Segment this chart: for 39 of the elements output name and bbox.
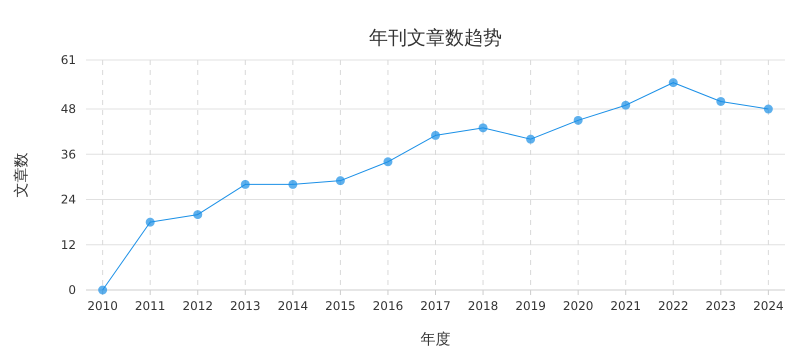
x-tick-label: 2019 — [515, 299, 546, 313]
x-axis-title: 年度 — [420, 330, 450, 348]
x-tick-label: 2010 — [87, 299, 118, 313]
point — [288, 180, 298, 189]
y-tick-label: 48 — [60, 102, 76, 116]
x-tick-label: 2020 — [562, 299, 594, 313]
y-tick-label: 24 — [60, 192, 76, 207]
point — [240, 180, 250, 189]
x-tick-label: 2013 — [230, 299, 261, 313]
y-tick-label: 0 — [68, 283, 76, 298]
point — [764, 104, 773, 114]
x-tick-label: 2024 — [753, 299, 784, 313]
y-tick-label: 61 — [60, 53, 76, 68]
point — [574, 116, 583, 125]
point — [336, 176, 345, 186]
x-tick-label: 2014 — [278, 299, 308, 313]
point — [431, 130, 440, 140]
point — [668, 78, 678, 88]
point — [146, 218, 155, 227]
chart-title: 年刊文章数趋势 — [369, 27, 502, 49]
point — [621, 100, 630, 110]
x-tick-label: 2011 — [134, 299, 166, 313]
point — [478, 123, 488, 132]
y-tick-label: 12 — [60, 238, 76, 252]
y-tick-label: 36 — [60, 147, 76, 162]
x-tick-label: 2023 — [706, 299, 736, 313]
x-tick-label: 2017 — [420, 299, 451, 313]
point — [383, 157, 392, 166]
point — [526, 134, 536, 144]
x-tick-label: 2012 — [182, 299, 214, 313]
point — [716, 96, 726, 106]
x-tick-label: 2016 — [372, 299, 404, 313]
x-tick-label: 2022 — [658, 299, 689, 313]
x-tick-label: 2021 — [610, 299, 641, 313]
y-axis-title: 文章数 — [12, 152, 30, 198]
point — [193, 210, 202, 220]
x-tick-label: 2018 — [468, 299, 498, 313]
x-tick-label: 2015 — [325, 299, 356, 313]
point — [98, 286, 108, 294]
